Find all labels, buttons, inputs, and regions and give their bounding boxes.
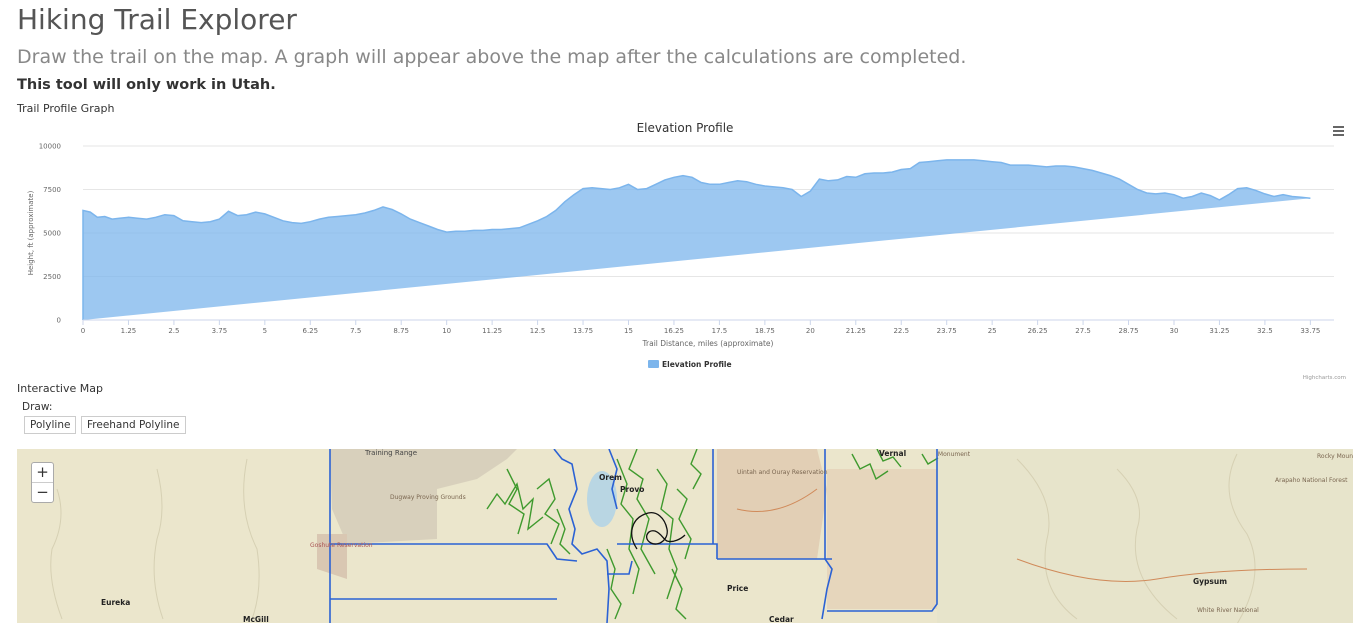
x-tick-label: 17.5 xyxy=(712,327,728,335)
x-tick-label: 33.75 xyxy=(1300,327,1320,335)
legend-label: Elevation Profile xyxy=(662,360,732,369)
y-axis-title: Height, ft (approximate) xyxy=(27,190,35,275)
reservation-area xyxy=(827,469,937,609)
page-title: Hiking Trail Explorer xyxy=(17,3,297,36)
map-place-label: Uintah and Ouray Reservation xyxy=(737,469,828,476)
y-tick-label: 10000 xyxy=(39,143,61,151)
x-tick-label: 1.25 xyxy=(121,327,137,335)
x-tick-label: 0 xyxy=(81,327,85,335)
hamburger-menu-icon xyxy=(1333,126,1344,136)
x-tick-label: 11.25 xyxy=(482,327,502,335)
map-place-label: Cedar xyxy=(769,615,794,623)
y-tick-label: 5000 xyxy=(43,230,61,238)
x-tick-label: 10 xyxy=(442,327,451,335)
map-place-label: White River National xyxy=(1197,607,1259,614)
zoom-out-button[interactable]: − xyxy=(32,482,53,502)
x-axis-title: Trail Distance, miles (approximate) xyxy=(642,339,774,348)
highcharts-credits[interactable]: Highcharts.com xyxy=(1303,375,1346,381)
x-tick-label: 15 xyxy=(624,327,633,335)
chart-context-menu-button[interactable] xyxy=(1333,126,1344,136)
y-tick-label: 7500 xyxy=(43,186,61,194)
map-place-label: Monument xyxy=(937,451,971,458)
map-place-label: Price xyxy=(727,584,749,593)
draw-freehand-polyline-button[interactable]: Freehand Polyline xyxy=(81,416,186,434)
terrain-texture xyxy=(50,453,1256,623)
map-place-label: Goshute Reservation xyxy=(310,542,373,549)
elevation-profile-chart: Elevation Profile 0 2500 5000 7500 10000 0 1.… xyxy=(17,114,1353,384)
map-place-label: Dugway Proving Grounds xyxy=(390,494,466,501)
y-tick-label: 0 xyxy=(57,317,61,325)
x-tick-label: 2.5 xyxy=(168,327,179,335)
x-tick-label: 20 xyxy=(806,327,815,335)
zoom-in-button[interactable]: + xyxy=(36,463,49,481)
roads xyxy=(736,488,1308,582)
x-tick-label: 25 xyxy=(988,327,997,335)
x-tick-label: 30 xyxy=(1170,327,1179,335)
x-tick-label: 8.75 xyxy=(393,327,409,335)
x-tick-label: 28.75 xyxy=(1119,327,1139,335)
interactive-map-label: Interactive Map xyxy=(17,382,103,395)
x-tick-label: 12.5 xyxy=(530,327,546,335)
x-tick-label: 6.25 xyxy=(302,327,318,335)
x-tick-label: 31.25 xyxy=(1209,327,1229,335)
elevation-chart-svg: Elevation Profile 0 2500 5000 7500 10000 0 1.… xyxy=(27,121,1346,381)
map-place-label: Eureka xyxy=(101,598,131,607)
x-tick-label: 23.75 xyxy=(937,327,957,335)
hiking-trails xyxy=(486,449,939,620)
map-place-label: Training Range xyxy=(365,449,418,457)
x-tick-label: 7.5 xyxy=(350,327,361,335)
legend-item-elevation-profile[interactable]: Elevation Profile xyxy=(648,360,732,369)
map-tiles xyxy=(17,449,1353,623)
trail-profile-graph-label: Trail Profile Graph xyxy=(17,102,115,115)
drawn-trail-path[interactable] xyxy=(631,512,686,550)
x-tick-label: 3.75 xyxy=(212,327,228,335)
reservation-area xyxy=(717,449,827,559)
interactive-map[interactable]: + − Training Range Dugway Proving Ground… xyxy=(17,449,1353,623)
x-tick-label: 18.75 xyxy=(755,327,775,335)
x-tick-label: 16.25 xyxy=(664,327,684,335)
y-tick-label: 2500 xyxy=(43,273,61,281)
map-place-label: Vernal xyxy=(879,449,907,458)
utah-only-warning: This tool will only work in Utah. xyxy=(17,77,276,93)
map-place-label: Provo xyxy=(620,485,645,494)
draw-polyline-button[interactable]: Polyline xyxy=(24,416,77,434)
colorado-region xyxy=(937,449,1353,623)
page-subtitle: Draw the trail on the map. A graph will … xyxy=(17,46,967,68)
x-tick-label: 32.5 xyxy=(1257,327,1273,335)
draw-toolbar-label: Draw: xyxy=(22,401,53,413)
military-range xyxy=(330,449,517,544)
x-tick-label: 5 xyxy=(263,327,267,335)
map-place-label: Rocky Mountain xyxy=(1317,453,1353,460)
utah-lake xyxy=(587,471,617,527)
map-place-label: McGill xyxy=(243,615,269,623)
x-tick-label: 22.5 xyxy=(893,327,909,335)
map-place-label: Gypsum xyxy=(1193,577,1228,586)
x-tick-label: 26.25 xyxy=(1028,327,1048,335)
x-tick-label: 13.75 xyxy=(573,327,593,335)
map-place-label: Orem xyxy=(599,473,622,482)
chart-title: Elevation Profile xyxy=(637,121,734,135)
goshute-reservation xyxy=(317,534,347,579)
x-tick-label: 27.5 xyxy=(1075,327,1091,335)
elevation-area-series xyxy=(82,159,1311,320)
x-tick-label: 21.25 xyxy=(846,327,866,335)
map-zoom-control: + − xyxy=(31,462,54,503)
map-place-label: Arapaho National Forest xyxy=(1275,477,1348,484)
county-boundaries xyxy=(329,449,938,623)
